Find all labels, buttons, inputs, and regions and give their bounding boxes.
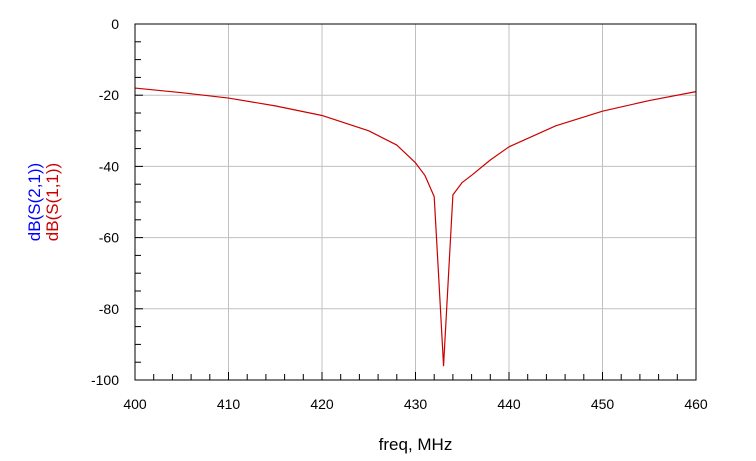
- y-tick-labels: 0 -20 -40 -60 -80 -100: [91, 16, 119, 388]
- x-tick-label: 420: [310, 396, 334, 412]
- y-tick-label: -80: [99, 301, 119, 317]
- plot-frame: [134, 23, 697, 381]
- series-line-s11: [134, 87, 697, 367]
- y-tick-label: -40: [99, 158, 119, 174]
- x-tick-label: 460: [684, 396, 708, 412]
- series-layer: [134, 87, 697, 367]
- x-tick-label: 440: [497, 396, 521, 412]
- y-tick-label: 0: [111, 16, 119, 32]
- x-tick-label: 400: [123, 396, 147, 412]
- y-tick-label: -20: [99, 87, 119, 103]
- y-axis-label-s11: dB(S(1,1)): [43, 163, 62, 241]
- grid: [135, 24, 696, 380]
- x-tick-label: 430: [404, 396, 428, 412]
- x-tick-labels: 400 410 420 430 440 450 460: [123, 396, 708, 412]
- x-axis-title: freq, MHz: [379, 435, 453, 454]
- y-tick-label: -100: [91, 372, 119, 388]
- x-tick-label: 450: [591, 396, 615, 412]
- y-axis-label-s21: dB(S(2,1)): [25, 163, 44, 241]
- x-tick-label: 410: [217, 396, 241, 412]
- y-tick-label: -60: [99, 230, 119, 246]
